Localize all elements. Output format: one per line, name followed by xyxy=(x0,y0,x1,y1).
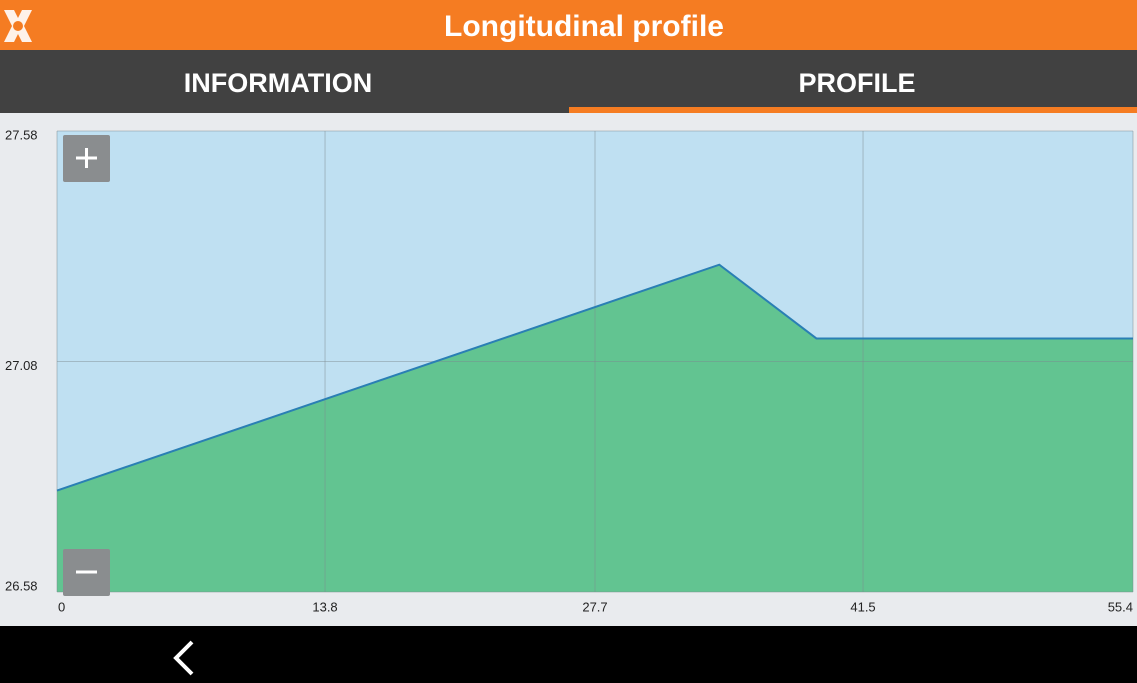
zoom-out-button[interactable] xyxy=(63,549,110,596)
x-tick-label: 13.8 xyxy=(312,599,337,614)
nav-bar xyxy=(0,626,1137,683)
zoom-in-button[interactable] xyxy=(63,135,110,182)
y-tick-label: 27.08 xyxy=(5,358,38,373)
tab-indicator xyxy=(569,107,1137,113)
app-bar xyxy=(0,0,1137,50)
profile-line xyxy=(56,263,1133,492)
y-tick-label: 26.58 xyxy=(5,578,38,593)
y-tick-label: 27.58 xyxy=(5,127,38,142)
tab-bar xyxy=(0,50,1137,113)
tab[interactable]: INFORMATION xyxy=(184,68,372,98)
x-tick-label: 0 xyxy=(58,599,65,614)
back-button[interactable] xyxy=(173,640,194,676)
tab[interactable]: PROFILE xyxy=(798,68,915,98)
chart: 26.58 27.08 27.58 0 13.8 27.7 41.5 55.4 xyxy=(5,127,1134,614)
app-title: Longitudinal profile xyxy=(444,10,724,43)
x-tick-label: 55.4 xyxy=(1108,599,1133,614)
x-tick-label: 41.5 xyxy=(850,599,875,614)
x-tick-label: 27.7 xyxy=(582,599,607,614)
app-logo xyxy=(4,10,32,42)
